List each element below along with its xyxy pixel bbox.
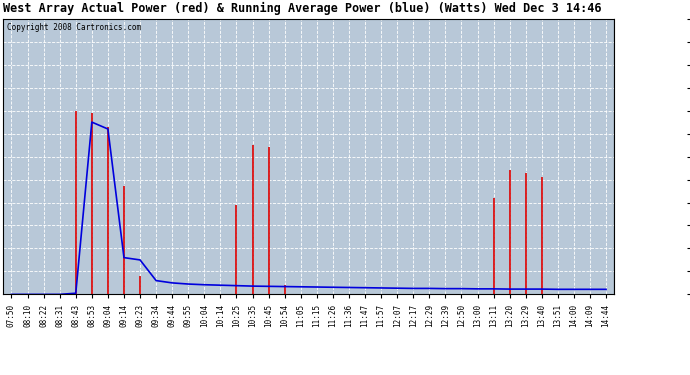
- Text: Copyright 2008 Cartronics.com: Copyright 2008 Cartronics.com: [6, 23, 141, 32]
- Text: West Array Actual Power (red) & Running Average Power (blue) (Watts) Wed Dec 3 1: West Array Actual Power (red) & Running …: [3, 2, 602, 15]
